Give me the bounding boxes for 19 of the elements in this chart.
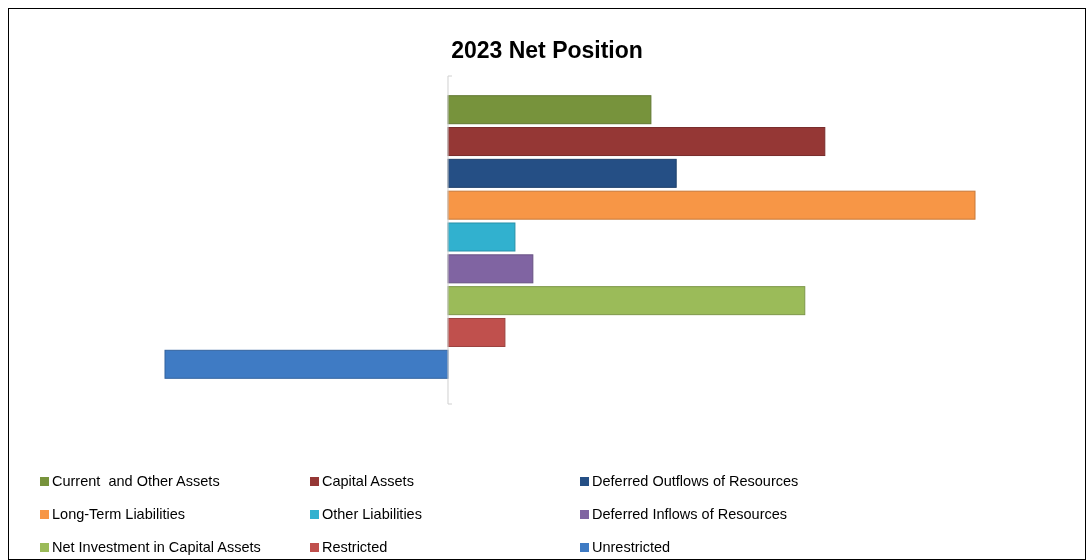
bar xyxy=(447,95,652,125)
chart-title: 2023 Net Position xyxy=(451,37,643,63)
legend-label: Net Investment in Capital Assets xyxy=(52,539,261,555)
legend-label: Other Liabilities xyxy=(322,506,422,522)
legend-label: Unrestricted xyxy=(592,539,671,555)
legend-label: Capital Assets xyxy=(322,473,414,489)
legend-label: Restricted xyxy=(322,539,388,555)
legend-label: Deferred Inflows of Resources xyxy=(592,506,788,522)
bar xyxy=(447,254,534,284)
legend-label: Current and Other Assets xyxy=(52,473,220,489)
legend-label: Long-Term Liabilities xyxy=(52,506,185,522)
bar xyxy=(447,286,806,316)
legend-label: Deferred Outflows of Resources xyxy=(592,473,799,489)
bar xyxy=(447,127,826,157)
bar xyxy=(447,158,677,188)
bar xyxy=(447,317,506,347)
bar xyxy=(447,222,516,252)
bar xyxy=(164,349,449,379)
bar xyxy=(447,190,976,220)
